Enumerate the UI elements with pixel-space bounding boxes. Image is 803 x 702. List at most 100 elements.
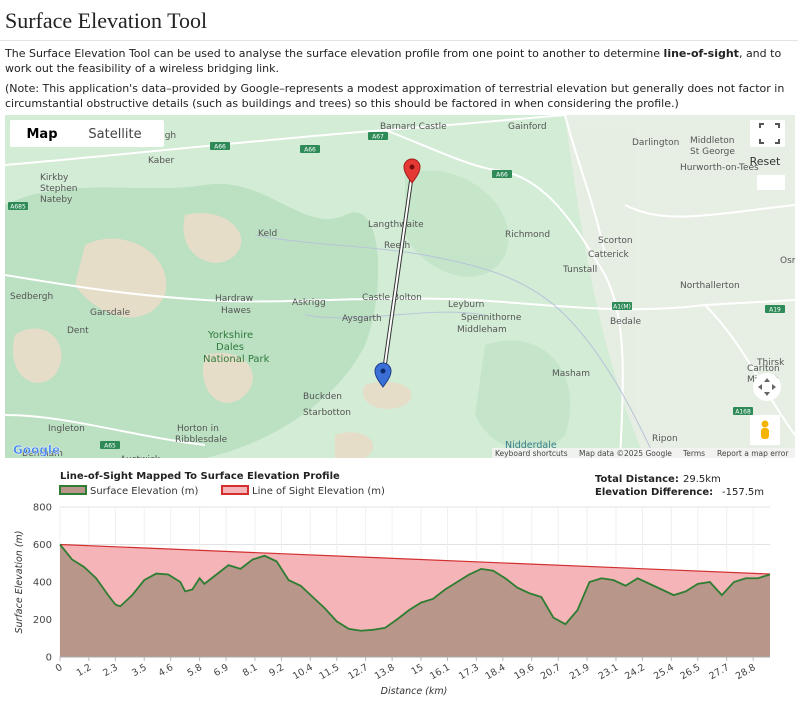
fullscreen-button[interactable] — [750, 120, 785, 147]
y-tick-label: 800 — [33, 503, 52, 514]
stat-label: Elevation Difference: — [595, 487, 713, 498]
map[interactable]: roughBarnard CastleGainfordDarlingtonMid… — [5, 115, 795, 458]
place-label: Catterick — [588, 250, 630, 260]
legend-label: Surface Elevation (m) — [90, 486, 199, 497]
elevation-chart: Line-of-Sight Mapped To Surface Elevatio… — [14, 471, 771, 697]
x-tick-label: 10.4 — [291, 662, 315, 682]
road-shield — [733, 407, 753, 415]
place-label: Yorkshire — [207, 330, 253, 341]
y-tick-label: 0 — [46, 653, 52, 664]
start-marker[interactable] — [374, 362, 392, 388]
road-label: A19 — [769, 306, 781, 313]
y-tick-label: 200 — [33, 615, 52, 626]
place-label: Ripon — [652, 434, 678, 444]
x-tick-label: 19.6 — [512, 662, 536, 682]
camera-control[interactable] — [753, 373, 781, 401]
place-label: Hurworth-on-Tees — [680, 163, 759, 173]
x-tick-label: 24.2 — [623, 662, 647, 682]
reset-button[interactable]: Reset — [750, 155, 781, 168]
x-tick-label: 15 — [410, 662, 426, 678]
place-label: Osmo — [780, 256, 795, 266]
x-tick-label: 27.7 — [707, 662, 731, 682]
map-tab[interactable]: Map — [26, 127, 57, 142]
footer-link[interactable]: Terms — [682, 449, 705, 458]
x-tick-label: 26.5 — [678, 662, 702, 682]
place-label: Garsdale — [90, 308, 131, 318]
roads — [5, 115, 795, 458]
intro-text: , and to work out the feasibility of a w… — [5, 47, 782, 75]
place-label: Kirkby — [40, 173, 69, 183]
marker-dot — [409, 164, 415, 170]
end-marker[interactable] — [403, 158, 421, 184]
x-axis-title: Distance (km) — [381, 686, 448, 697]
x-tick-label: 17.3 — [457, 662, 481, 682]
intro: The Surface Elevation Tool can be used t… — [5, 46, 795, 76]
footer-link[interactable]: Keyboard shortcuts — [495, 449, 568, 458]
place-label: Nidderdale — [505, 440, 557, 451]
place-label: Darlington — [632, 138, 679, 148]
sight-line — [382, 173, 413, 379]
road-shield — [210, 142, 230, 150]
y-tick-label: 600 — [33, 540, 52, 551]
place-label: Thirsk — [756, 358, 785, 368]
intro-text: The Surface Elevation Tool can be used t… — [5, 47, 664, 60]
place-label: Bedale — [610, 317, 641, 327]
rivers — [254, 234, 656, 458]
road-label: A66 — [304, 146, 316, 153]
legend-swatch — [221, 485, 249, 495]
stat-label: Total Distance: — [595, 474, 679, 485]
place-label: Langthwaite — [368, 220, 424, 230]
x-tick-label: 1.2 — [75, 662, 94, 679]
place-label: Northallerton — [680, 281, 740, 291]
place-label: Reeth — [384, 241, 410, 251]
map-tab[interactable]: Satellite — [88, 127, 141, 142]
divider — [0, 40, 798, 41]
place-label: Horton in — [177, 424, 219, 434]
x-tick-label: 0 — [54, 662, 65, 675]
stat-value: 29.5km — [683, 474, 721, 485]
layers-button[interactable] — [757, 175, 785, 190]
series-line — [59, 543, 771, 575]
road-label: A685 — [10, 203, 26, 210]
road-shield — [612, 302, 632, 310]
x-tick-label: 25.4 — [652, 662, 676, 682]
x-tick-label: 9.2 — [267, 662, 286, 679]
place-label: Austwick — [120, 455, 161, 458]
marker-dot — [380, 368, 386, 374]
x-tick-label: 18.4 — [484, 662, 508, 682]
road-shield — [300, 145, 320, 153]
x-tick-label: 5.8 — [186, 662, 205, 679]
place-labels: roughBarnard CastleGainfordDarlingtonMid… — [10, 122, 795, 458]
place-label: Barnard Castle — [380, 122, 447, 132]
place-label: Keld — [258, 229, 277, 239]
place-label: Starbotton — [303, 408, 351, 418]
road-label: A66 — [214, 143, 226, 150]
legend-label: Line of Sight Elevation (m) — [252, 486, 385, 497]
series-line — [59, 543, 771, 632]
x-tick-label: 12.7 — [346, 662, 370, 682]
place-label: Hardraw — [215, 294, 253, 304]
map-type-control — [10, 120, 164, 147]
road-shield — [492, 170, 512, 178]
road-label: A1(M) — [613, 303, 631, 310]
place-label: Dales — [216, 342, 244, 353]
x-tick-label: 23.1 — [597, 662, 621, 682]
stat-value: -157.5m — [722, 487, 764, 498]
note: (Note: This application's data–provided … — [5, 82, 785, 110]
y-tick-label: 400 — [33, 578, 52, 589]
footer-link[interactable]: Report a map error — [717, 449, 789, 458]
place-label: Ribblesdale — [175, 435, 228, 445]
camera-icon — [758, 378, 776, 396]
place-label: Masham — [552, 369, 590, 379]
x-tick-label: 11.5 — [317, 662, 341, 682]
y-axis-title: Surface Elevation (m) — [14, 530, 25, 633]
footer-link[interactable]: Map data ©2025 Google — [579, 449, 672, 458]
place-label: Ingleton — [48, 424, 85, 434]
x-tick-label: 8.1 — [241, 662, 260, 679]
place-label: Dent — [67, 326, 89, 336]
place-label: Richmond — [505, 230, 550, 240]
place-label: Scorton — [598, 236, 633, 246]
road-label: A65 — [104, 442, 116, 449]
fullscreen-icon — [759, 123, 780, 144]
